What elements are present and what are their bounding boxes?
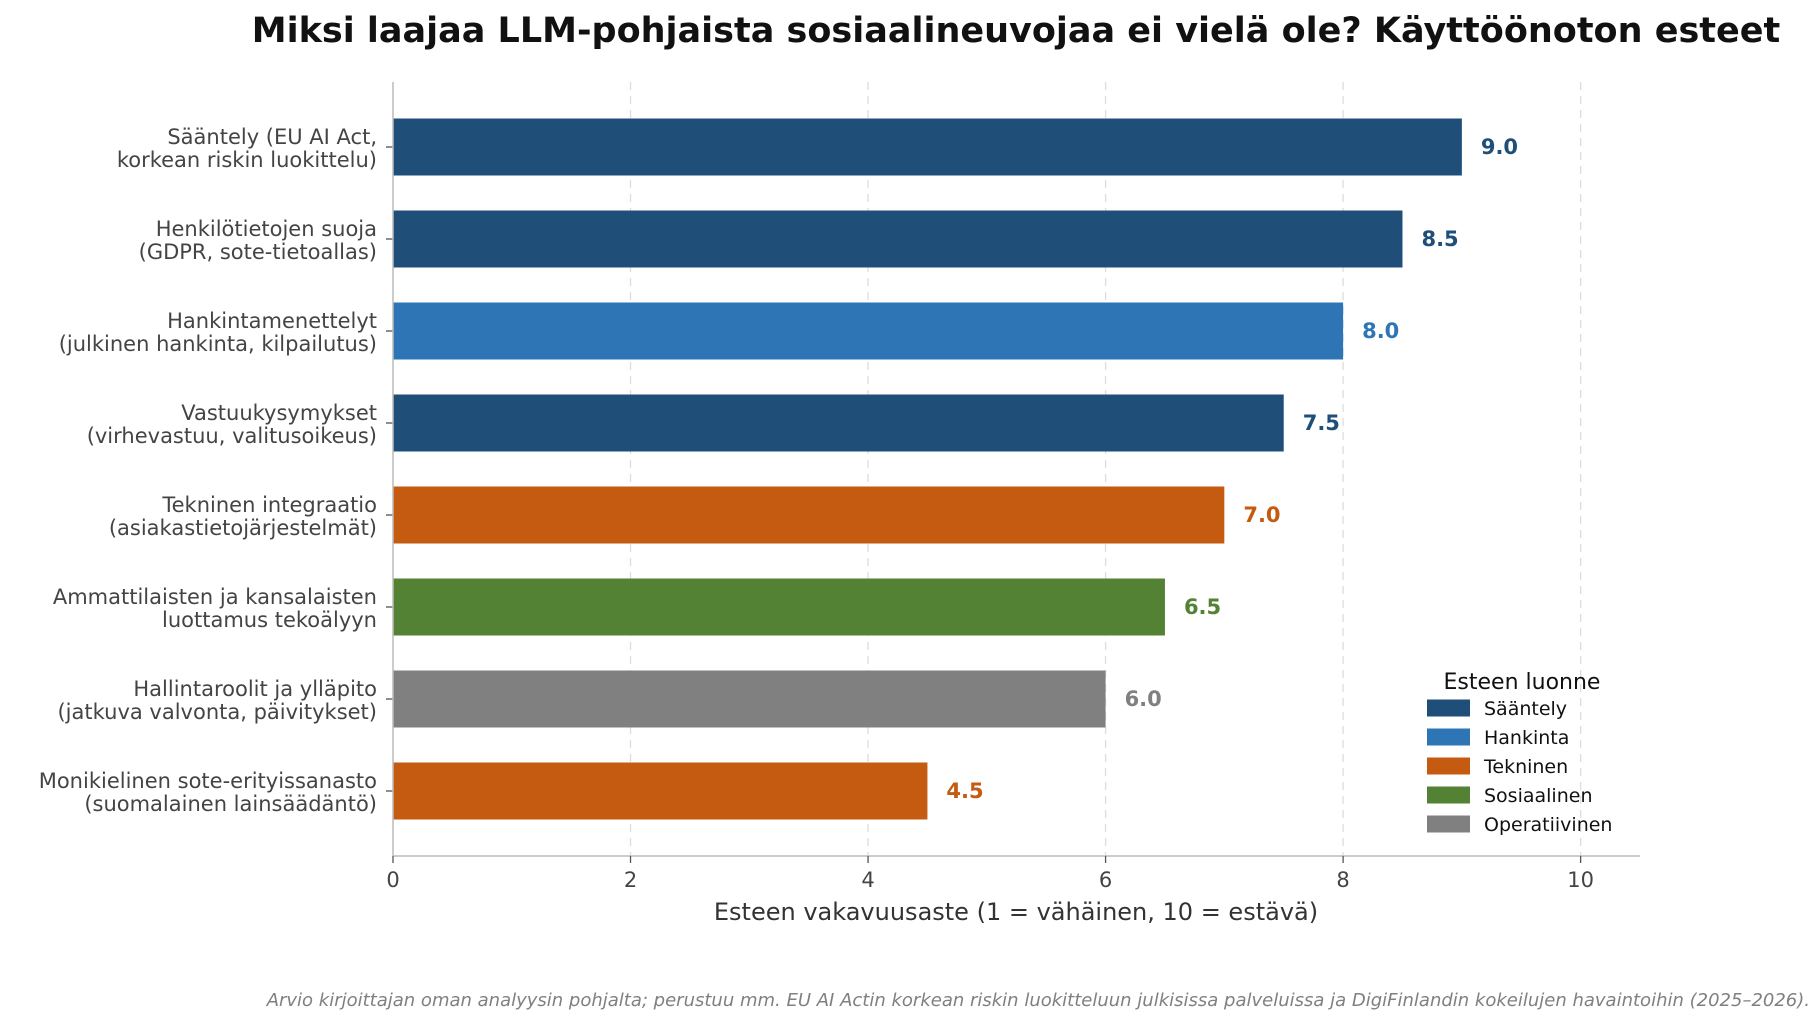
- legend-label: Sääntely: [1484, 698, 1567, 720]
- category-label: Hankintamenettelyt: [167, 309, 377, 333]
- bar: [393, 486, 1225, 544]
- category-label: (jatkuva valvonta, päivitykset): [57, 700, 377, 724]
- value-label: 6.5: [1184, 595, 1221, 619]
- category-label: (julkinen hankinta, kilpailutus): [59, 332, 377, 356]
- category-label: Vastuukysymykset: [181, 401, 377, 425]
- category-label: (asiakastietojärjestelmät): [109, 516, 377, 540]
- value-label: 9.0: [1481, 135, 1518, 159]
- x-tick-label: 0: [386, 868, 399, 892]
- category-label: Hallintaroolit ja ylläpito: [133, 677, 377, 701]
- bar: [393, 302, 1344, 360]
- legend-swatch: [1427, 757, 1470, 775]
- category-label: Sääntely (EU AI Act,: [167, 125, 377, 149]
- x-tick-label: 8: [1336, 868, 1349, 892]
- category-label: (GDPR, sote-tietoallas): [139, 240, 377, 264]
- bar: [393, 210, 1403, 268]
- x-tick-label: 6: [1099, 868, 1112, 892]
- axes: Sääntely (EU AI Act,korkean riskin luoki…: [39, 82, 1640, 892]
- bar: [393, 578, 1165, 636]
- legend-swatch: [1427, 728, 1470, 746]
- category-label: Tekninen integraatio: [161, 493, 377, 517]
- legend-label: Sosiaalinen: [1484, 785, 1592, 807]
- bar: [393, 394, 1284, 452]
- category-label: (virhevastuu, valitusoikeus): [87, 424, 377, 448]
- legend-title: Esteen luonne: [1444, 670, 1601, 695]
- category-label: luottamus tekoälyyn: [162, 608, 377, 632]
- bar: [393, 762, 928, 820]
- value-label: 7.0: [1243, 503, 1280, 527]
- legend: Esteen luonne Sääntely Hankinta Tekninen Sos…: [1427, 670, 1612, 836]
- value-label: 6.0: [1125, 687, 1162, 711]
- footnote: Arvio kirjoittajan oman analyysin pohjal…: [266, 990, 1810, 1011]
- bars: 9.0 8.5 8.0 7.5 7.0 6.5 6.0 4.5: [393, 118, 1518, 820]
- category-label: (suomalainen lainsäädäntö): [84, 792, 377, 816]
- category-label: korkean riskin luokittelu): [117, 148, 377, 172]
- legend-swatch: [1427, 815, 1470, 833]
- legend-label: Hankinta: [1484, 727, 1569, 749]
- legend-swatch: [1427, 699, 1470, 717]
- x-tick-label: 4: [861, 868, 874, 892]
- legend-swatch: [1427, 786, 1470, 804]
- legend-label: Operatiivinen: [1484, 814, 1612, 836]
- category-label: Henkilötietojen suoja: [156, 217, 377, 241]
- bar: [393, 670, 1106, 728]
- chart-title: Miksi laajaa LLM-pohjaista sosiaalineuvo…: [252, 11, 1780, 51]
- category-label: Monikielinen sote-erityissanasto: [39, 769, 377, 793]
- value-label: 7.5: [1303, 411, 1340, 435]
- x-axis-title: Esteen vakavuusaste (1 = vähäinen, 10 = …: [714, 898, 1318, 926]
- legend-label: Tekninen: [1483, 756, 1568, 778]
- value-label: 8.0: [1362, 319, 1399, 343]
- x-tick-label: 2: [624, 868, 637, 892]
- x-tick-label: 10: [1567, 868, 1594, 892]
- bar: [393, 118, 1462, 176]
- value-label: 8.5: [1421, 227, 1458, 251]
- value-label: 4.5: [946, 779, 983, 803]
- category-label: Ammattilaisten ja kansalaisten: [53, 585, 377, 609]
